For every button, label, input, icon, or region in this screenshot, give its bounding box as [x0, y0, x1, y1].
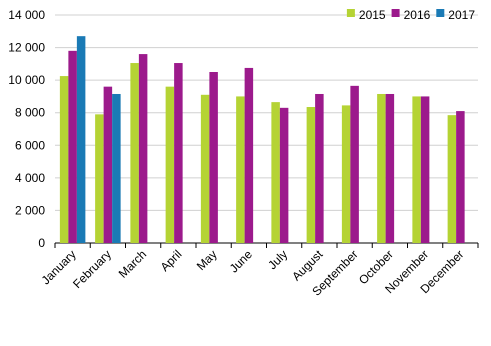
- bar: [244, 67, 254, 243]
- bar: [456, 111, 465, 243]
- y-tick-label: 14 000: [8, 8, 45, 22]
- bar: [209, 72, 218, 243]
- bar: [341, 105, 351, 243]
- bar: [412, 96, 421, 243]
- bar: [174, 63, 183, 243]
- bar: [306, 107, 316, 243]
- bar: [447, 115, 457, 243]
- bar: [315, 93, 324, 243]
- y-tick-label: 10 000: [8, 73, 45, 87]
- bar: [138, 54, 148, 244]
- bar: [377, 93, 386, 243]
- legend-swatch: [391, 9, 400, 17]
- legend-label: 2017: [448, 8, 475, 22]
- bar: [420, 96, 430, 243]
- x-tick-label: April: [158, 247, 185, 274]
- y-tick-label: 2 000: [15, 203, 45, 217]
- x-tick-label: May: [194, 247, 220, 273]
- legend-label: 2015: [359, 8, 386, 22]
- y-tick-label: 12 000: [8, 41, 45, 55]
- bar: [103, 86, 113, 244]
- bar: [112, 93, 121, 243]
- legend-swatch: [436, 9, 445, 17]
- y-tick-label: 0: [38, 236, 45, 250]
- bar: [76, 36, 86, 243]
- bar: [200, 94, 210, 243]
- bar: [271, 102, 280, 243]
- legend-label: 2016: [404, 8, 431, 22]
- x-tick-label: February: [70, 247, 114, 291]
- y-tick-label: 8 000: [15, 106, 45, 120]
- bar: [68, 50, 77, 244]
- bar: [236, 96, 245, 243]
- y-tick-label: 4 000: [15, 171, 45, 185]
- bar: [165, 86, 175, 244]
- bar: [95, 114, 104, 243]
- bar: [279, 107, 289, 243]
- bar: [385, 93, 395, 243]
- y-tick-label: 6 000: [15, 138, 45, 152]
- bar: [59, 76, 69, 243]
- x-tick-label: March: [116, 247, 149, 280]
- bar: [350, 85, 359, 243]
- legend-swatch: [346, 9, 355, 17]
- x-tick-label: July: [265, 247, 290, 272]
- bar: [130, 63, 139, 243]
- x-tick-label: June: [227, 247, 256, 276]
